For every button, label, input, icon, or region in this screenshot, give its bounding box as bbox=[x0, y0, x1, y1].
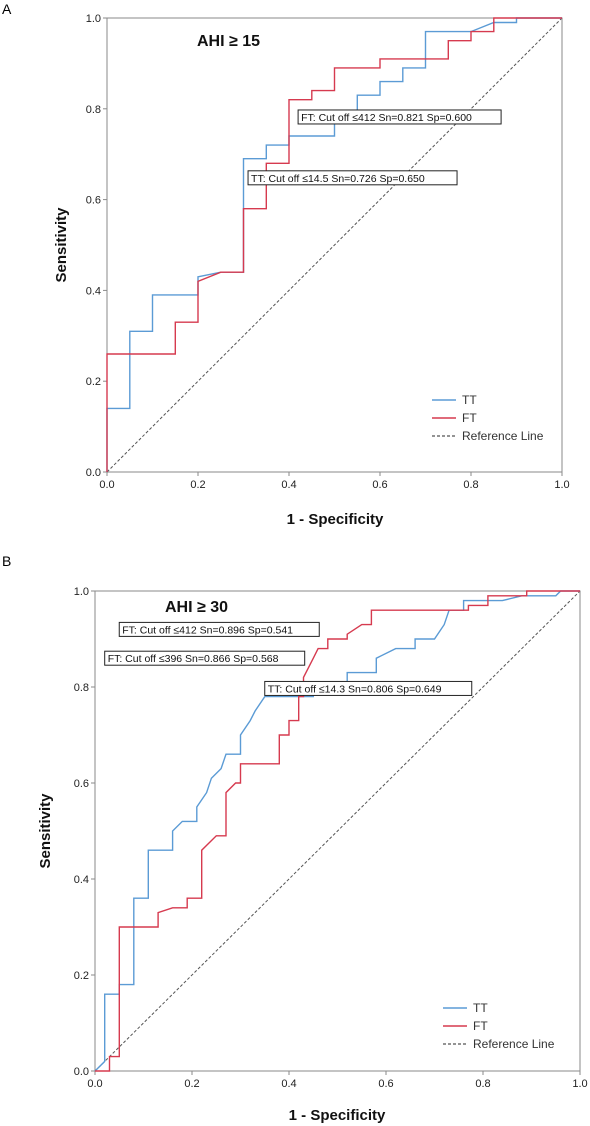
series-line-reference-line bbox=[106, 17, 563, 473]
annotation-box bbox=[118, 621, 320, 637]
legend-label: Reference Line bbox=[462, 429, 544, 443]
y-tick-label: 0.8 bbox=[86, 104, 101, 116]
roc-panel-b: B 0.0 0.2 0.4 0.6 0.8 1.0 0.0 0.2 0.4 0.6 0.8 1.0 1 -… bbox=[2, 553, 588, 1124]
y-axis-title: Sensitivity bbox=[37, 793, 54, 869]
y-tick-label: 0.2 bbox=[74, 970, 89, 982]
y-tick-label: 0.8 bbox=[74, 682, 89, 694]
legend: TT FT Reference Line bbox=[443, 1001, 555, 1051]
series-line-ft bbox=[95, 590, 580, 1072]
y-tick-label: 0.4 bbox=[86, 285, 101, 297]
series-line-ft bbox=[106, 17, 562, 472]
series-line-tt bbox=[106, 17, 562, 472]
annotation-box bbox=[297, 109, 502, 125]
legend-label: Reference Line bbox=[473, 1037, 555, 1051]
x-tick-label: 0.8 bbox=[475, 1078, 490, 1090]
y-tick-label: 1.0 bbox=[86, 13, 101, 25]
y-tick-label: 1.0 bbox=[74, 586, 89, 598]
legend-label: FT bbox=[473, 1019, 488, 1033]
plot-frame bbox=[106, 17, 563, 473]
x-axis-title: 1 - Specificity bbox=[287, 511, 384, 528]
roc-panel-a: A 0.0 0.2 0.4 0.6 0.8 1.0 0.0 0.2 0.4 0.6 0.8 1.0 1 -… bbox=[2, 1, 570, 528]
y-tick-label: 0.6 bbox=[74, 778, 89, 790]
plot-frame bbox=[94, 590, 581, 1072]
y-tick-label: 0.2 bbox=[86, 376, 101, 388]
cutoff-annotation: FT: Cut off ≤412 Sn=0.896 Sp=0.541 bbox=[118, 621, 320, 637]
annotation-text: FT: Cut off ≤412 Sn=0.821 Sp=0.600 bbox=[301, 112, 472, 124]
legend-label: TT bbox=[473, 1001, 488, 1015]
x-tick-label: 1.0 bbox=[572, 1078, 587, 1090]
annotation-text: FT: Cut off ≤396 Sn=0.866 Sp=0.568 bbox=[108, 653, 279, 665]
x-tick-label: 0.2 bbox=[190, 479, 205, 491]
panel-letter: B bbox=[2, 553, 11, 569]
y-tick-label: 0.4 bbox=[74, 874, 89, 886]
annotation-box bbox=[264, 680, 473, 696]
x-tick-label: 1.0 bbox=[554, 479, 569, 491]
chart-title: AHI ≥ 15 bbox=[197, 33, 260, 50]
y-tick-label: 0.0 bbox=[86, 467, 101, 479]
cutoff-annotation: TT: Cut off ≤14.5 Sn=0.726 Sp=0.650 bbox=[247, 170, 458, 186]
annotation-text: FT: Cut off ≤412 Sn=0.896 Sp=0.541 bbox=[122, 624, 293, 636]
x-axis-title: 1 - Specificity bbox=[289, 1107, 386, 1124]
legend-label: TT bbox=[462, 393, 477, 407]
y-axis-title: Sensitivity bbox=[53, 207, 70, 283]
panel-letter: A bbox=[2, 1, 12, 17]
x-tick-label: 0.0 bbox=[87, 1078, 102, 1090]
x-tick-label: 0.6 bbox=[372, 479, 387, 491]
cutoff-annotation: FT: Cut off ≤396 Sn=0.866 Sp=0.568 bbox=[104, 650, 306, 666]
annotation-box bbox=[104, 650, 306, 666]
x-tick-label: 0.4 bbox=[281, 479, 296, 491]
series-line-reference-line bbox=[94, 590, 581, 1072]
x-tick-label: 0.4 bbox=[281, 1078, 296, 1090]
annotation-box bbox=[247, 170, 458, 186]
annotation-text: TT: Cut off ≤14.3 Sn=0.806 Sp=0.649 bbox=[268, 683, 442, 695]
legend: TT FT Reference Line bbox=[432, 393, 544, 443]
x-tick-label: 0.0 bbox=[99, 479, 114, 491]
x-tick-label: 0.2 bbox=[184, 1078, 199, 1090]
chart-title: AHI ≥ 30 bbox=[165, 599, 228, 616]
cutoff-annotation: TT: Cut off ≤14.3 Sn=0.806 Sp=0.649 bbox=[264, 680, 473, 696]
legend-label: FT bbox=[462, 411, 477, 425]
annotation-text: TT: Cut off ≤14.5 Sn=0.726 Sp=0.650 bbox=[251, 173, 425, 185]
y-tick-label: 0.0 bbox=[74, 1066, 89, 1078]
cutoff-annotation: FT: Cut off ≤412 Sn=0.821 Sp=0.600 bbox=[297, 109, 502, 125]
x-tick-label: 0.8 bbox=[463, 479, 478, 491]
x-tick-label: 0.6 bbox=[378, 1078, 393, 1090]
y-tick-label: 0.6 bbox=[86, 195, 101, 207]
